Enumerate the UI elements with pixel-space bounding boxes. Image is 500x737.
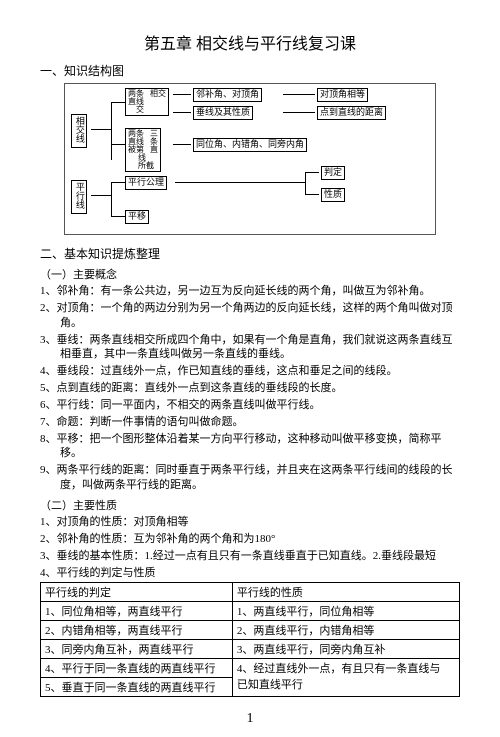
- section-1-head: 一、知识结构图: [40, 62, 460, 79]
- concept-item: 6、平行线：同一平面内，不相交的两条直线叫做平行线。: [40, 398, 460, 413]
- concept-list: 1、邻补角：有一条公共边，另一边互为反向延长线的两个角，叫做互为邻补角。 2、对…: [40, 284, 460, 493]
- doc-title: 第五章 相交线与平行线复习课: [40, 30, 460, 54]
- table-head-left: 平行线的判定: [41, 583, 233, 602]
- concept-item: 2、对顶角：一个角的两边分别为另一个角两边的反向延长线，这样的两个角叫做对顶角。: [40, 301, 460, 331]
- page: 第五章 相交线与平行线复习课 一、知识结构图 相交线 平行线 两条 相交 直线 …: [0, 0, 500, 737]
- node-point-line-distance: 点到直线的距离: [317, 106, 386, 120]
- sub-1-head: （一）主要概念: [40, 266, 460, 282]
- table-row: 1、同位角相等，两直线平行 1、两直线平行，同位角相等: [41, 602, 460, 621]
- concept-item: 4、垂线段：过直线外一点，作已知直线的垂线，这点和垂足之间的线段。: [40, 364, 460, 379]
- node-adjacent-vertical: 邻补角、对顶角: [193, 88, 262, 102]
- prop-line: 4、平行线的判定与性质: [40, 566, 460, 581]
- node-two-lines-cut: 两条 三 直线 条 被第 直 线 所截: [125, 128, 161, 172]
- concept-item: 8、平移：把一个图形整体沿着某一方向平行移动，这种移动叫做平移变换，简称平移。: [40, 432, 460, 462]
- concept-item: 9、两条平行线的距离：同时垂直于两条平行线，并且夹在这两条平行线间的线段的长度，…: [40, 463, 460, 493]
- parallel-table: 平行线的判定 平行线的性质 1、同位角相等，两直线平行 1、两直线平行，同位角相…: [40, 582, 460, 697]
- concept-item: 7、命题：判断一件事情的语句叫做命题。: [40, 415, 460, 430]
- node-parallel-axiom: 平行公理: [125, 176, 167, 190]
- prop-line: 1、对顶角的性质：对顶角相等: [40, 515, 460, 530]
- concept-item: 1、邻补角：有一条公共边，另一边互为反向延长线的两个角，叫做互为邻补角。: [40, 284, 460, 299]
- page-number: 1: [40, 711, 460, 727]
- concept-item: 5、点到直线的距离：直线外一点到这条直线的垂线段的长度。: [40, 381, 460, 396]
- node-vertical-equal: 对顶角相等: [317, 88, 368, 102]
- table-row: 3、同旁内角互补，两直线平行 3、两直线平行，同旁内角互补: [41, 640, 460, 659]
- node-judgement: 判定: [321, 166, 345, 180]
- prop-line: 2、邻补角的性质：互为邻补角的两个角和为180°: [40, 532, 460, 547]
- node-translate: 平移: [125, 210, 149, 224]
- table-row: 4、平行于同一条直线的两直线平行 4、经过直线外一点，有且只有一条直线与 已知直…: [41, 659, 460, 678]
- table-head-right: 平行线的性质: [232, 583, 459, 602]
- node-properties: 性质: [321, 188, 345, 202]
- table-row: 平行线的判定 平行线的性质: [41, 583, 460, 602]
- node-angle-types: 同位角、内错角、同旁内角: [193, 138, 307, 152]
- prop-line: 3、垂线的基本性质：1.经过一点有且只有一条直线垂直于已知直线。2.垂线段最短: [40, 549, 460, 564]
- node-intersect-root: 相交线: [71, 114, 87, 148]
- structure-diagram: 相交线 平行线 两条 相交 直线 交 两条 三 直线 条 被第 直 线 所截 平…: [64, 83, 436, 235]
- node-perpendicular: 垂线及其性质: [193, 106, 253, 120]
- node-two-lines-intersect: 两条 相交 直线 交: [125, 88, 169, 116]
- sub-2-head: （二）主要性质: [40, 497, 460, 513]
- concept-item: 3、垂线：两条直线相交所成四个角中，如果有一个角是直角，我们就说这两条直线互相垂…: [40, 333, 460, 363]
- section-2-head: 二、基本知识提炼整理: [40, 245, 460, 262]
- table-row: 2、内错角相等，两直线平行 2、两直线平行，内错角相等: [41, 621, 460, 640]
- node-parallel-root: 平行线: [71, 180, 87, 214]
